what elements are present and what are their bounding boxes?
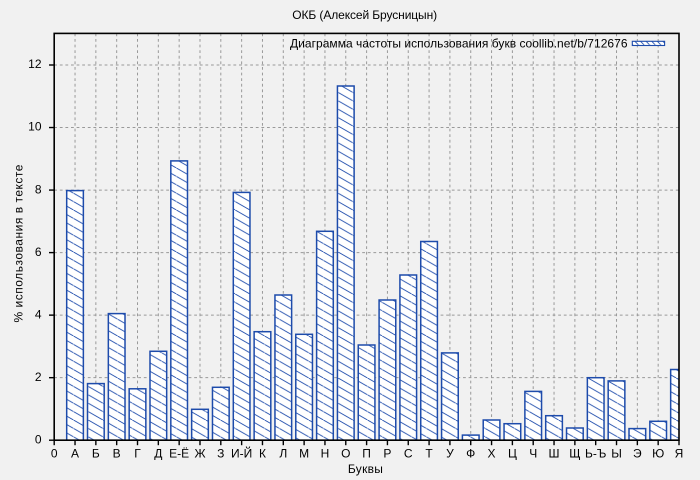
svg-text:Щ: Щ <box>569 447 580 461</box>
svg-text:А: А <box>71 447 79 461</box>
svg-text:Буквы: Буквы <box>348 462 383 476</box>
svg-text:Е-Ё: Е-Ё <box>169 447 189 461</box>
svg-text:Х: Х <box>488 447 496 461</box>
svg-text:Б: Б <box>92 447 100 461</box>
svg-text:Ц: Ц <box>508 447 517 461</box>
svg-text:З: З <box>217 447 224 461</box>
svg-text:Ы: Ы <box>611 447 622 461</box>
svg-text:Ж: Ж <box>194 447 205 461</box>
svg-text:10: 10 <box>28 120 42 134</box>
svg-text:Д: Д <box>154 447 162 461</box>
svg-text:И-Й: И-Й <box>231 446 252 461</box>
svg-text:Диаграмма частоты использовани: Диаграмма частоты использования букв coo… <box>290 37 628 51</box>
svg-text:Ч: Ч <box>529 447 537 461</box>
svg-text:Я: Я <box>675 447 684 461</box>
svg-text:Ю: Ю <box>652 447 664 461</box>
svg-text:П: П <box>362 447 371 461</box>
svg-text:% использования в тексте: % использования в тексте <box>12 164 26 322</box>
svg-text:Ф: Ф <box>466 447 475 461</box>
svg-text:6: 6 <box>35 245 42 259</box>
svg-text:0: 0 <box>35 432 42 446</box>
svg-text:Н: Н <box>321 447 330 461</box>
svg-text:Л: Л <box>279 447 287 461</box>
svg-text:8: 8 <box>35 182 42 196</box>
svg-text:12: 12 <box>28 57 42 71</box>
svg-text:0: 0 <box>51 447 58 461</box>
svg-text:Р: Р <box>383 447 391 461</box>
svg-text:Т: Т <box>425 447 433 461</box>
svg-text:Ш: Ш <box>549 447 560 461</box>
svg-text:Г: Г <box>134 447 141 461</box>
svg-text:У: У <box>446 447 454 461</box>
svg-text:С: С <box>404 447 413 461</box>
svg-text:О: О <box>341 447 350 461</box>
svg-text:Ь-Ъ: Ь-Ъ <box>585 447 606 461</box>
svg-text:К: К <box>259 447 266 461</box>
svg-text:М: М <box>299 447 309 461</box>
svg-text:4: 4 <box>35 307 42 321</box>
svg-text:В: В <box>113 447 121 461</box>
svg-text:Э: Э <box>633 447 642 461</box>
svg-text:2: 2 <box>35 370 42 384</box>
svg-text:ОКБ (Алексей Брусницын): ОКБ (Алексей Брусницын) <box>292 8 437 22</box>
